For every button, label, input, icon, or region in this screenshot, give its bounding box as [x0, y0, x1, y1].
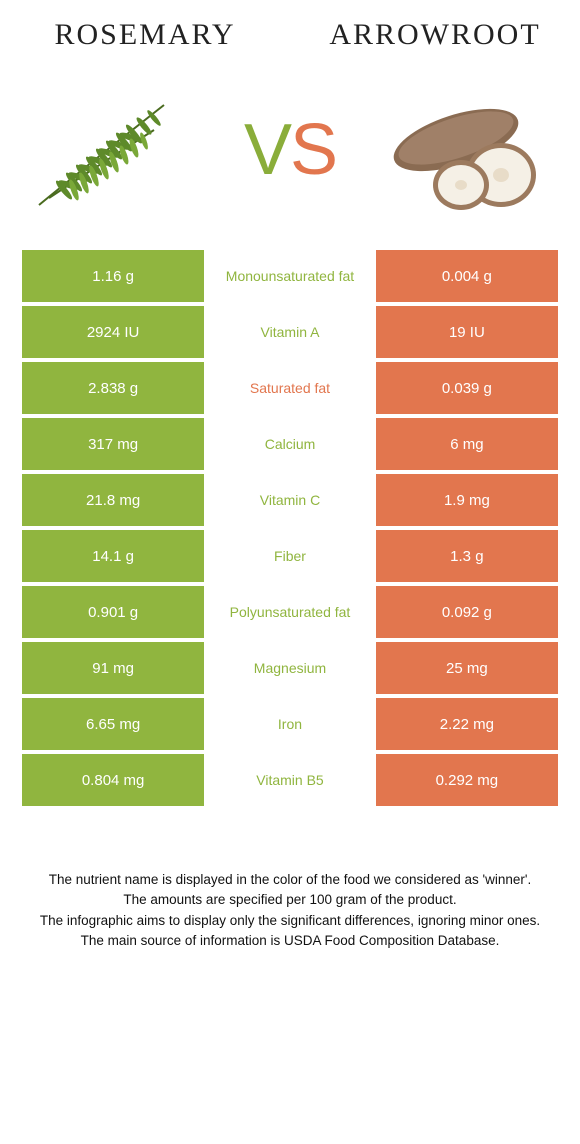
table-row: 0.901 gPolyunsaturated fat0.092 g — [22, 586, 558, 638]
nutrient-label: Magnesium — [204, 642, 376, 694]
nutrient-label: Polyunsaturated fat — [204, 586, 376, 638]
arrowroot-image — [376, 80, 556, 220]
vs-label: VS — [244, 109, 336, 191]
nutrient-label: Vitamin A — [204, 306, 376, 358]
nutrient-label: Iron — [204, 698, 376, 750]
left-value: 2924 IU — [22, 306, 204, 358]
nutrient-label: Fiber — [204, 530, 376, 582]
table-row: 1.16 gMonounsaturated fat0.004 g — [22, 250, 558, 302]
right-value: 2.22 mg — [376, 698, 558, 750]
left-value: 317 mg — [22, 418, 204, 470]
left-value: 0.804 mg — [22, 754, 204, 806]
right-value: 1.3 g — [376, 530, 558, 582]
left-value: 91 mg — [22, 642, 204, 694]
footer-notes: The nutrient name is displayed in the co… — [0, 810, 580, 951]
vs-v: V — [244, 110, 290, 190]
header-right: ARROWROOT — [290, 18, 580, 52]
table-row: 0.804 mgVitamin B50.292 mg — [22, 754, 558, 806]
footer-line-1: The nutrient name is displayed in the co… — [30, 870, 550, 890]
footer-line-4: The main source of information is USDA F… — [30, 931, 550, 951]
table-row: 317 mgCalcium6 mg — [22, 418, 558, 470]
table-row: 21.8 mgVitamin C1.9 mg — [22, 474, 558, 526]
left-value: 2.838 g — [22, 362, 204, 414]
table-row: 2924 IUVitamin A19 IU — [22, 306, 558, 358]
nutrient-label: Calcium — [204, 418, 376, 470]
table-row: 6.65 mgIron2.22 mg — [22, 698, 558, 750]
left-value: 21.8 mg — [22, 474, 204, 526]
nutrient-label: Vitamin C — [204, 474, 376, 526]
right-value: 0.292 mg — [376, 754, 558, 806]
right-value: 6 mg — [376, 418, 558, 470]
right-value: 0.039 g — [376, 362, 558, 414]
right-value: 25 mg — [376, 642, 558, 694]
nutrient-label: Monounsaturated fat — [204, 250, 376, 302]
vs-s: S — [290, 110, 336, 190]
header-left: ROSEMARY — [0, 18, 290, 52]
arrowroot-icon — [376, 80, 556, 220]
rosemary-image — [24, 80, 204, 220]
table-row: 2.838 gSaturated fat0.039 g — [22, 362, 558, 414]
left-value: 1.16 g — [22, 250, 204, 302]
rosemary-icon — [24, 80, 204, 220]
left-value: 6.65 mg — [22, 698, 204, 750]
right-value: 0.004 g — [376, 250, 558, 302]
table-row: 14.1 gFiber1.3 g — [22, 530, 558, 582]
right-value: 1.9 mg — [376, 474, 558, 526]
nutrient-label: Vitamin B5 — [204, 754, 376, 806]
comparison-table: 1.16 gMonounsaturated fat0.004 g2924 IUV… — [0, 250, 580, 806]
right-value: 0.092 g — [376, 586, 558, 638]
left-value: 14.1 g — [22, 530, 204, 582]
nutrient-label: Saturated fat — [204, 362, 376, 414]
right-value: 19 IU — [376, 306, 558, 358]
table-row: 91 mgMagnesium25 mg — [22, 642, 558, 694]
footer-line-2: The amounts are specified per 100 gram o… — [30, 890, 550, 910]
footer-line-3: The infographic aims to display only the… — [30, 911, 550, 931]
header-row: ROSEMARY ARROWROOT — [0, 0, 580, 60]
left-value: 0.901 g — [22, 586, 204, 638]
hero-row: VS — [0, 60, 580, 250]
